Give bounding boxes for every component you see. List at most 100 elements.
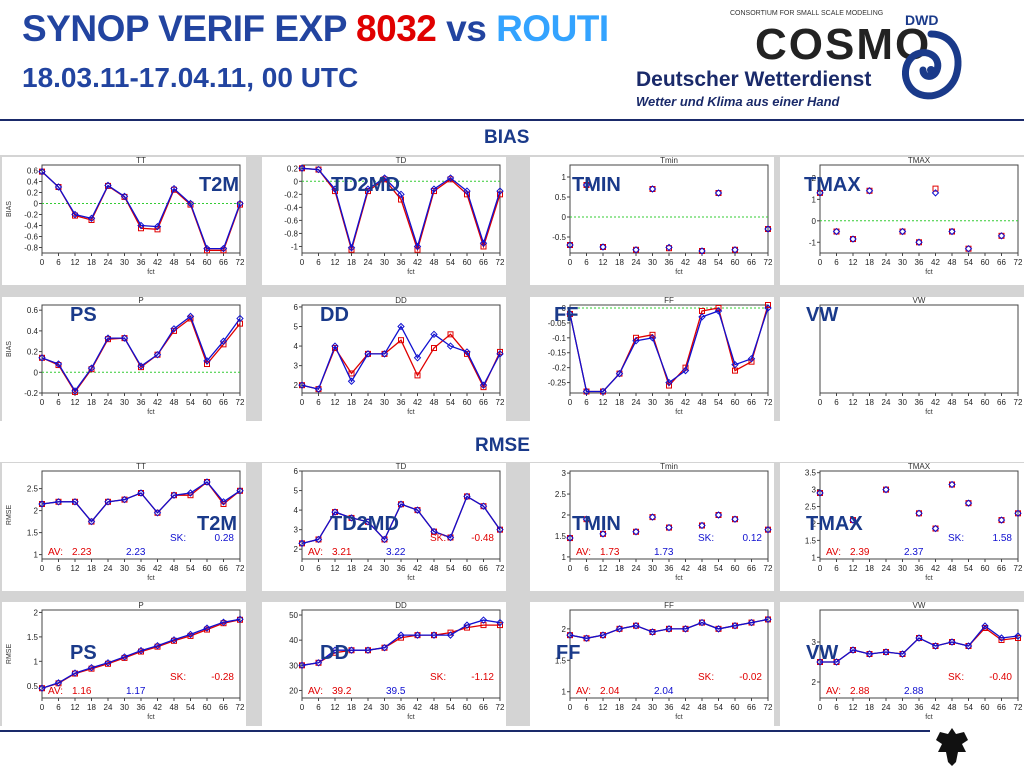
data-point-ref: [566, 241, 574, 249]
data-point-ref: [170, 325, 178, 333]
data-point-ref: [446, 533, 455, 542]
x-tick-label: 18: [865, 564, 874, 573]
chart-title: P: [138, 297, 143, 305]
rmse-ff-svg: FF 1 1.5 2 0 6 12 18 24 30 36 42 48 54 60 66 72 fct AV: 2.0…: [530, 602, 774, 730]
data-point-exp: [431, 345, 437, 352]
x-tick-label: 66: [479, 564, 488, 573]
sk-label: SK:: [698, 672, 714, 683]
x-tick-label: 6: [316, 398, 321, 407]
x-tick-label: 36: [915, 703, 924, 712]
x-tick-label: 18: [865, 258, 874, 267]
x-tick-label: 0: [40, 258, 45, 267]
x-tick-label: 66: [997, 398, 1006, 407]
x-tick-label: 66: [479, 258, 488, 267]
rmse-t2m-chart: TT 1 1.5 2 2.5 0 6 12 18 24 30 36 42 48 54 60 66 72 fct RMS…: [2, 463, 246, 591]
data-point-ref: [364, 646, 372, 654]
sk-value: 1.58: [993, 533, 1013, 544]
x-tick-label: 36: [665, 703, 674, 712]
y-axis-label: BIAS: [6, 341, 13, 357]
y-tick-label: 5: [294, 487, 299, 496]
y-tick-label: 0.2: [287, 164, 299, 173]
x-tick-label: 24: [632, 703, 641, 712]
data-point-ref: [849, 646, 857, 654]
rmse-ps-svg: P 0.5 1 1.5 2 0 6 12 18 24 30 36 42 48 54 60 66 72 fct RMSE…: [2, 602, 246, 730]
rmse-t2m-svg: TT 1 1.5 2 2.5 0 6 12 18 24 30 36 42 48 54 60 66 72 fct RMS…: [2, 463, 246, 591]
data-point-ref: [314, 535, 323, 544]
y-tick-label: 2: [294, 545, 299, 554]
x-tick-label: 48: [170, 564, 179, 573]
data-point-ref: [898, 227, 907, 236]
rmse-dd-chart: DD 20 30 40 50 0 6 12 18 24 30 36 42 48 54 60 66 72 fct AV:…: [262, 602, 506, 730]
data-point-ref: [236, 487, 244, 495]
data-point-ref: [397, 500, 405, 508]
x-tick-label: 60: [203, 564, 212, 573]
data-point-ref: [931, 524, 940, 533]
bias-tmax-chart: TMAX -1 0 1 2 0 6 12 18 24 30 36 42 48 54 60 66 72 fct: [780, 157, 1024, 285]
data-point-ref: [648, 513, 657, 521]
x-tick-label: 72: [236, 564, 245, 573]
data-point-ref: [632, 337, 640, 345]
y-tick-label: 1: [812, 195, 817, 204]
data-point-ref: [566, 534, 574, 542]
x-tick-label: 36: [915, 398, 924, 407]
y-tick-label: 3: [294, 526, 299, 535]
x-tick-label: 42: [413, 258, 422, 267]
data-point-ref: [203, 357, 211, 365]
x-tick-label: 24: [632, 258, 641, 267]
bias-ff-variable-label: FF: [554, 304, 579, 326]
data-point-ref: [331, 185, 339, 193]
x-tick-label: 72: [1014, 398, 1023, 407]
x-tick-label: 18: [87, 703, 96, 712]
y-tick-label: -0.1: [552, 334, 566, 343]
x-tick-label: 72: [236, 398, 245, 407]
y-tick-label: -0.2: [24, 211, 38, 220]
x-tick-label: 24: [882, 258, 891, 267]
data-point-ref: [832, 227, 841, 236]
series-line-ref: [301, 325, 501, 390]
data-point-ref: [582, 634, 591, 642]
x-tick-label: 24: [364, 564, 373, 573]
data-point-ref: [714, 307, 723, 315]
data-point-ref: [104, 498, 112, 506]
y-tick-label: 6: [294, 467, 299, 476]
data-point-ref: [931, 642, 940, 650]
x-tick-label: 54: [964, 258, 973, 267]
x-tick-label: 18: [865, 703, 874, 712]
data-point-ref: [331, 646, 339, 654]
data-point-ref: [948, 227, 956, 236]
chart-title: FF: [664, 297, 674, 305]
x-tick-label: 72: [764, 258, 773, 267]
data-point-ref: [648, 185, 657, 193]
federal-eagle-icon: [936, 728, 968, 766]
x-tick-label: 66: [219, 258, 228, 267]
title-prefix: SYNOP VERIF EXP: [22, 8, 347, 49]
data-point-ref: [764, 615, 772, 624]
data-point-ref: [38, 167, 46, 176]
data-point-ref: [948, 480, 956, 489]
x-tick-label: 12: [331, 564, 340, 573]
data-point-ref: [236, 615, 244, 623]
x-tick-label: 72: [496, 398, 505, 407]
y-tick-label: 3: [294, 362, 299, 371]
x-tick-label: 54: [186, 258, 195, 267]
data-point-ref: [997, 516, 1006, 524]
data-point-ref: [137, 362, 145, 370]
data-point-ref: [681, 366, 690, 375]
data-point-ref: [186, 630, 195, 639]
x-axis-label: fct: [147, 409, 154, 416]
data-point-ref: [104, 659, 112, 667]
av-exp-value: 2.04: [600, 686, 620, 697]
chart-title: FF: [664, 602, 674, 610]
data-point-ref: [496, 525, 504, 534]
data-point-ref: [236, 314, 244, 323]
x-tick-label: 30: [648, 703, 657, 712]
x-tick-label: 6: [316, 258, 321, 267]
data-point-ref: [479, 381, 488, 389]
data-point-ref: [964, 499, 973, 507]
data-point-ref: [599, 530, 607, 538]
av-exp-value: 3.21: [332, 547, 352, 558]
data-point-ref: [170, 184, 178, 193]
rmse-td2m-chart: TD 2 3 4 5 6 0 6 12 18 24 30 36 42 48 54 60 66 72 fct AV: 3.2…: [262, 463, 506, 591]
x-tick-label: 18: [347, 398, 356, 407]
y-tick-label: 1: [34, 551, 39, 560]
